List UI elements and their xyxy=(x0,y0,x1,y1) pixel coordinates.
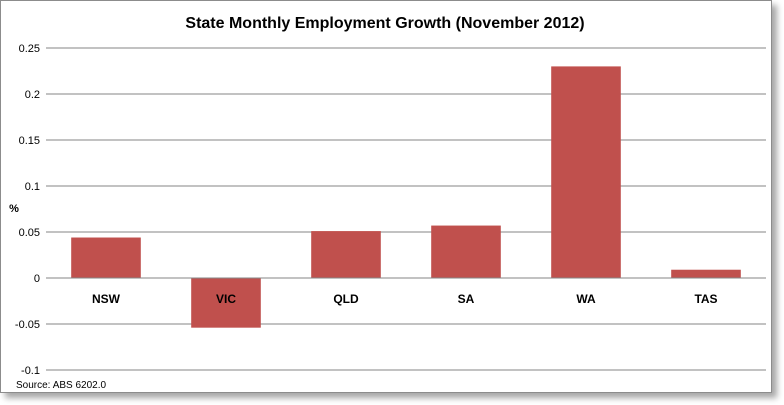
category-label-qld: QLD xyxy=(333,292,359,306)
category-label-tas: TAS xyxy=(694,292,717,306)
bar-tas xyxy=(671,269,741,278)
y-tick-label: 0 xyxy=(34,273,40,285)
chart-frame xyxy=(0,0,772,393)
y-tick-label: 0.05 xyxy=(19,227,40,239)
category-label-wa: WA xyxy=(576,292,596,306)
category-label-vic: VIC xyxy=(216,292,236,306)
bar-wa xyxy=(551,66,621,279)
y-tick-label: 0.25 xyxy=(19,43,40,55)
y-axis-ticks: 0.25 0.2 0.15 0.1 0.05 0 -0.05 -0.1 xyxy=(15,43,40,377)
chart-title: State Monthly Employment Growth (Novembe… xyxy=(185,15,584,32)
bar-sa xyxy=(431,225,501,278)
y-tick-label: 0.1 xyxy=(25,181,40,193)
y-tick-label: -0.05 xyxy=(15,319,40,331)
category-label-nsw: NSW xyxy=(92,292,121,306)
y-tick-label: 0.15 xyxy=(19,135,40,147)
bars xyxy=(71,66,741,328)
source-note: Source: ABS 6202.0 xyxy=(16,380,107,391)
y-axis-label: % xyxy=(9,203,19,215)
y-tick-label: -0.1 xyxy=(21,365,40,377)
category-label-sa: SA xyxy=(458,292,475,306)
y-tick-label: 0.2 xyxy=(25,89,40,101)
bar-vic xyxy=(191,278,261,328)
bar-qld xyxy=(311,231,381,278)
bar-nsw xyxy=(71,237,141,278)
gridlines xyxy=(46,47,766,371)
category-labels: NSW VIC QLD SA WA TAS xyxy=(92,292,718,306)
